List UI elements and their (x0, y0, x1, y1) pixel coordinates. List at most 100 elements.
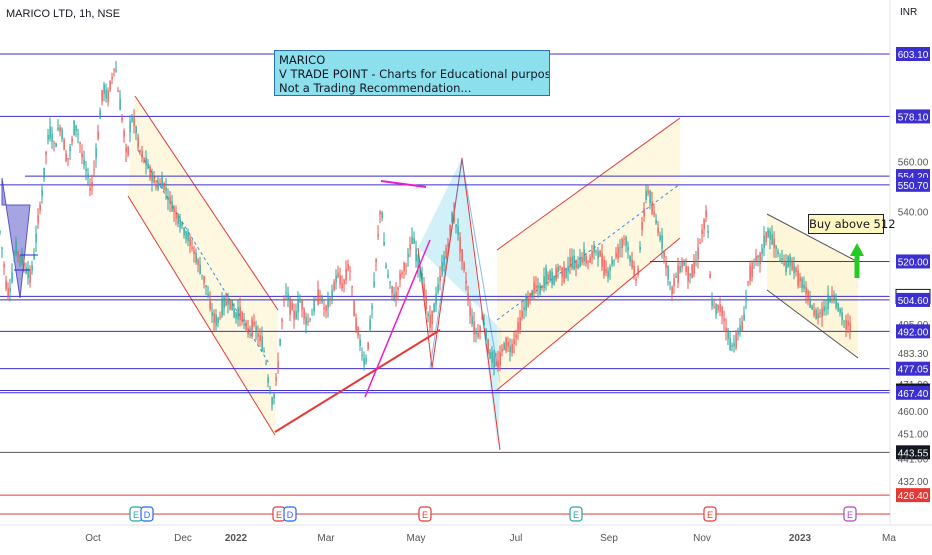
candle-body (311, 314, 313, 316)
candle-body (407, 253, 409, 258)
candle-body (249, 328, 251, 330)
candle-body (277, 361, 279, 369)
candle-body (223, 297, 225, 309)
event-marker-1 (140, 506, 154, 522)
candle-body (433, 303, 435, 313)
candle-body (667, 266, 669, 280)
price-tick-label: 477.05 (898, 365, 929, 376)
candle-body (811, 305, 813, 310)
candle-body (669, 282, 671, 285)
time-tick-label: 2022 (225, 533, 248, 544)
candle-body (599, 250, 601, 257)
candle-body (511, 343, 513, 353)
event-marker-letter: E (847, 510, 853, 520)
candle-body (655, 219, 657, 224)
candle-body (755, 256, 757, 262)
candle-body (57, 127, 59, 130)
candle-body (429, 314, 431, 328)
event-marker-letter: E (573, 510, 579, 520)
candle-body (459, 236, 461, 253)
candle-body (397, 287, 399, 290)
candle-body (345, 268, 347, 281)
candle-body (781, 258, 783, 260)
candle-body (405, 265, 407, 267)
candle-body (689, 273, 691, 276)
candle-body (347, 264, 349, 270)
candle-body (519, 317, 521, 330)
candle-body (167, 196, 169, 201)
note-annotation[interactable]: MARICO V TRADE POINT - Charts for Educat… (274, 50, 550, 96)
candle-body (437, 284, 439, 293)
buy-annotation[interactable]: Buy above 512 (808, 214, 896, 234)
time-tick-label: Nov (693, 533, 711, 544)
candle-body (181, 222, 183, 226)
candle-body (191, 247, 193, 249)
currency-label: INR (900, 7, 918, 18)
candle-body (549, 271, 551, 280)
candle-body (327, 298, 329, 308)
candle-body (95, 147, 97, 158)
candle-body (477, 333, 479, 337)
candle-body (113, 68, 115, 70)
candle-body (379, 211, 381, 215)
price-label-box-1 (896, 109, 930, 124)
candle-body (255, 326, 257, 333)
candle-body (387, 274, 389, 277)
candle-body (283, 298, 285, 301)
candle-body (637, 269, 639, 275)
candle-body (423, 283, 425, 298)
candle-body (427, 313, 429, 317)
candle-body (177, 214, 179, 224)
candle-body (293, 310, 295, 320)
candle-body (61, 129, 63, 139)
candle-body (563, 266, 565, 282)
chart-title: MARICO LTD, 1h, NSE (6, 8, 121, 20)
candle-body (321, 296, 323, 303)
candle-body (63, 139, 65, 151)
candle-body (357, 326, 359, 336)
candle-body (145, 157, 147, 166)
candle-body (103, 84, 105, 94)
candle-body (809, 299, 811, 308)
candle-body (633, 265, 635, 276)
candle-body (135, 126, 137, 134)
candle-body (207, 293, 209, 298)
candle-body (31, 265, 33, 271)
candle-body (231, 300, 233, 311)
candle-body (617, 247, 619, 259)
candle-body (453, 211, 455, 223)
candle-body (715, 303, 717, 315)
candle-body (765, 232, 767, 242)
candle-body (745, 296, 747, 301)
candle-body (237, 307, 239, 320)
candle-body (77, 133, 79, 135)
candle-body (99, 110, 101, 119)
candle-body (639, 246, 641, 250)
candle-body (157, 182, 159, 189)
candle-body (151, 172, 153, 182)
candle-body (487, 339, 489, 354)
candle-body (545, 267, 547, 283)
candle-body (409, 244, 411, 250)
candle-body (621, 238, 623, 248)
candle-body (743, 314, 745, 321)
candle-body (769, 231, 771, 240)
candle-body (105, 89, 107, 99)
candle-body (165, 187, 167, 192)
candle-body (677, 265, 679, 283)
candle-body (399, 273, 401, 280)
candle-body (607, 270, 609, 278)
candle-body (485, 329, 487, 340)
candle-body (133, 117, 135, 127)
candle-body (631, 259, 633, 268)
channel-line-lower-1 (127, 195, 276, 436)
candle-body (619, 247, 621, 249)
candle-body (577, 264, 579, 269)
candle-body (527, 297, 529, 308)
candle-body (543, 276, 545, 289)
candle-body (351, 286, 353, 288)
candle-body (163, 182, 165, 190)
candle-body (613, 260, 615, 262)
candle-body (533, 282, 535, 294)
candle-body (329, 298, 331, 300)
